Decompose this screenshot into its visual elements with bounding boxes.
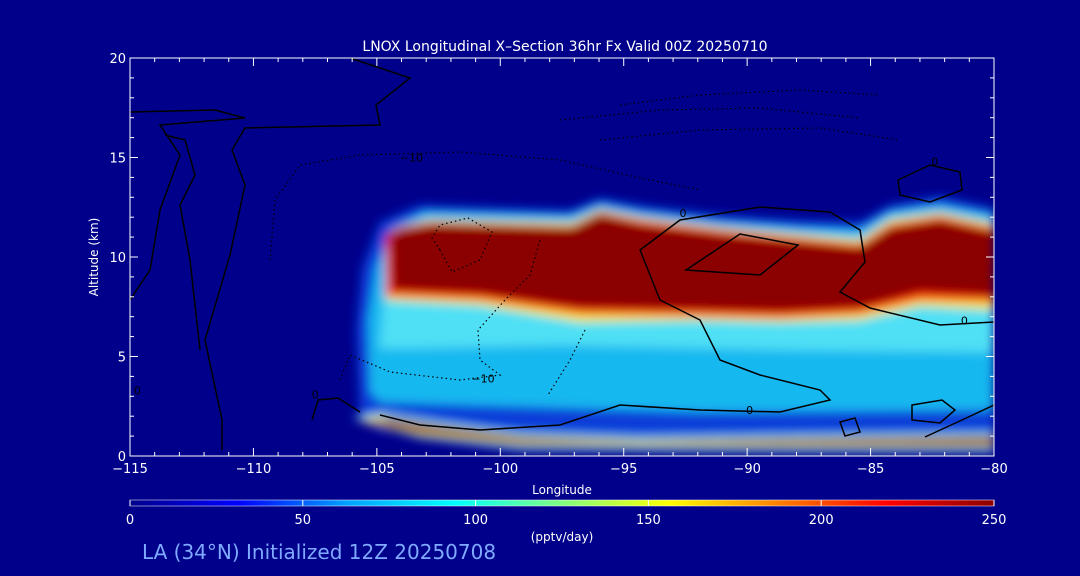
colorbar-tick-label: 250: [982, 513, 1007, 528]
field-lowlevel-dark-red: [368, 419, 994, 446]
plot-area: −10 −10 0 0 0 0 0 0: [130, 58, 994, 456]
x-axis-label: Longitude: [532, 483, 592, 497]
colorbar-tick-label: 50: [295, 513, 312, 528]
x-tick-label: −110: [236, 462, 272, 477]
y-tick-label: 0: [118, 450, 126, 465]
colorbar-ticks: 0 50 100 150 200 250: [126, 500, 1007, 528]
y-axis-label: Altitude (km): [87, 218, 101, 297]
contour-dotted-3: [339, 239, 541, 381]
footer-caption: LA (34°N) Initialized 12Z 20250708: [142, 540, 497, 564]
contour-left-1: [130, 109, 246, 301]
x-tick-label: −115: [112, 462, 148, 477]
contour-left-2: [204, 58, 412, 450]
y-tick-label: 10: [109, 251, 126, 266]
contour-labels: −10 −10 0 0 0 0 0 0: [134, 151, 968, 417]
x-tick-label: −80: [980, 462, 1007, 477]
contour-dotted-5: [619, 89, 881, 106]
contour-mid: [379, 206, 994, 431]
contour-dotted-6: [599, 127, 901, 141]
contour-left-base: [311, 397, 361, 421]
contours-dotted: [269, 89, 901, 396]
contour-dotted-7: [559, 107, 861, 121]
contour-dotted-2: [431, 217, 493, 273]
contour-lower-right: [911, 399, 957, 424]
colorbar-tick-label: 0: [126, 513, 134, 528]
contour-label: 0: [931, 155, 938, 168]
x-tick-label: −100: [482, 462, 518, 477]
y-tick-label: 15: [109, 152, 126, 167]
x-axis: −115 −110 −105 −100 −95 −90 −85 −80: [112, 58, 1008, 477]
colorbar: [129, 499, 995, 507]
contour-label: 0: [746, 404, 753, 417]
colorbar-tick-label: 150: [636, 513, 661, 528]
chart-title: LNOX Longitudinal X–Section 36hr Fx Vali…: [362, 39, 767, 55]
contour-dotted-1: [269, 151, 701, 261]
contour-lowest: [924, 404, 994, 438]
x-tick-label: −85: [857, 462, 884, 477]
contours-solid: [130, 58, 994, 450]
y-tick-label: 20: [109, 52, 126, 67]
contour-label: −10: [400, 151, 423, 164]
contour-label: 0: [312, 388, 319, 401]
contour-label: 0: [679, 207, 686, 220]
colorbar-tick-label: 100: [463, 513, 488, 528]
x-tick-label: −105: [359, 462, 395, 477]
x-tick-label: −95: [610, 462, 637, 477]
contour-label: −10: [471, 372, 494, 385]
y-tick-label: 5: [118, 351, 126, 366]
y-axis: 0 5 10 15 20: [109, 52, 994, 465]
contour-label: 0: [961, 315, 968, 328]
contour-top-right: [897, 164, 963, 203]
lnox-field: [352, 196, 994, 452]
contour-label: 0: [134, 384, 141, 397]
colorbar-tick-label: 200: [809, 513, 834, 528]
x-tick-label: −90: [733, 462, 760, 477]
contour-left-3: [164, 134, 201, 351]
contour-box: [683, 233, 800, 276]
colorbar-label: (pptv/day): [531, 530, 594, 544]
contour-small-right: [839, 417, 861, 437]
